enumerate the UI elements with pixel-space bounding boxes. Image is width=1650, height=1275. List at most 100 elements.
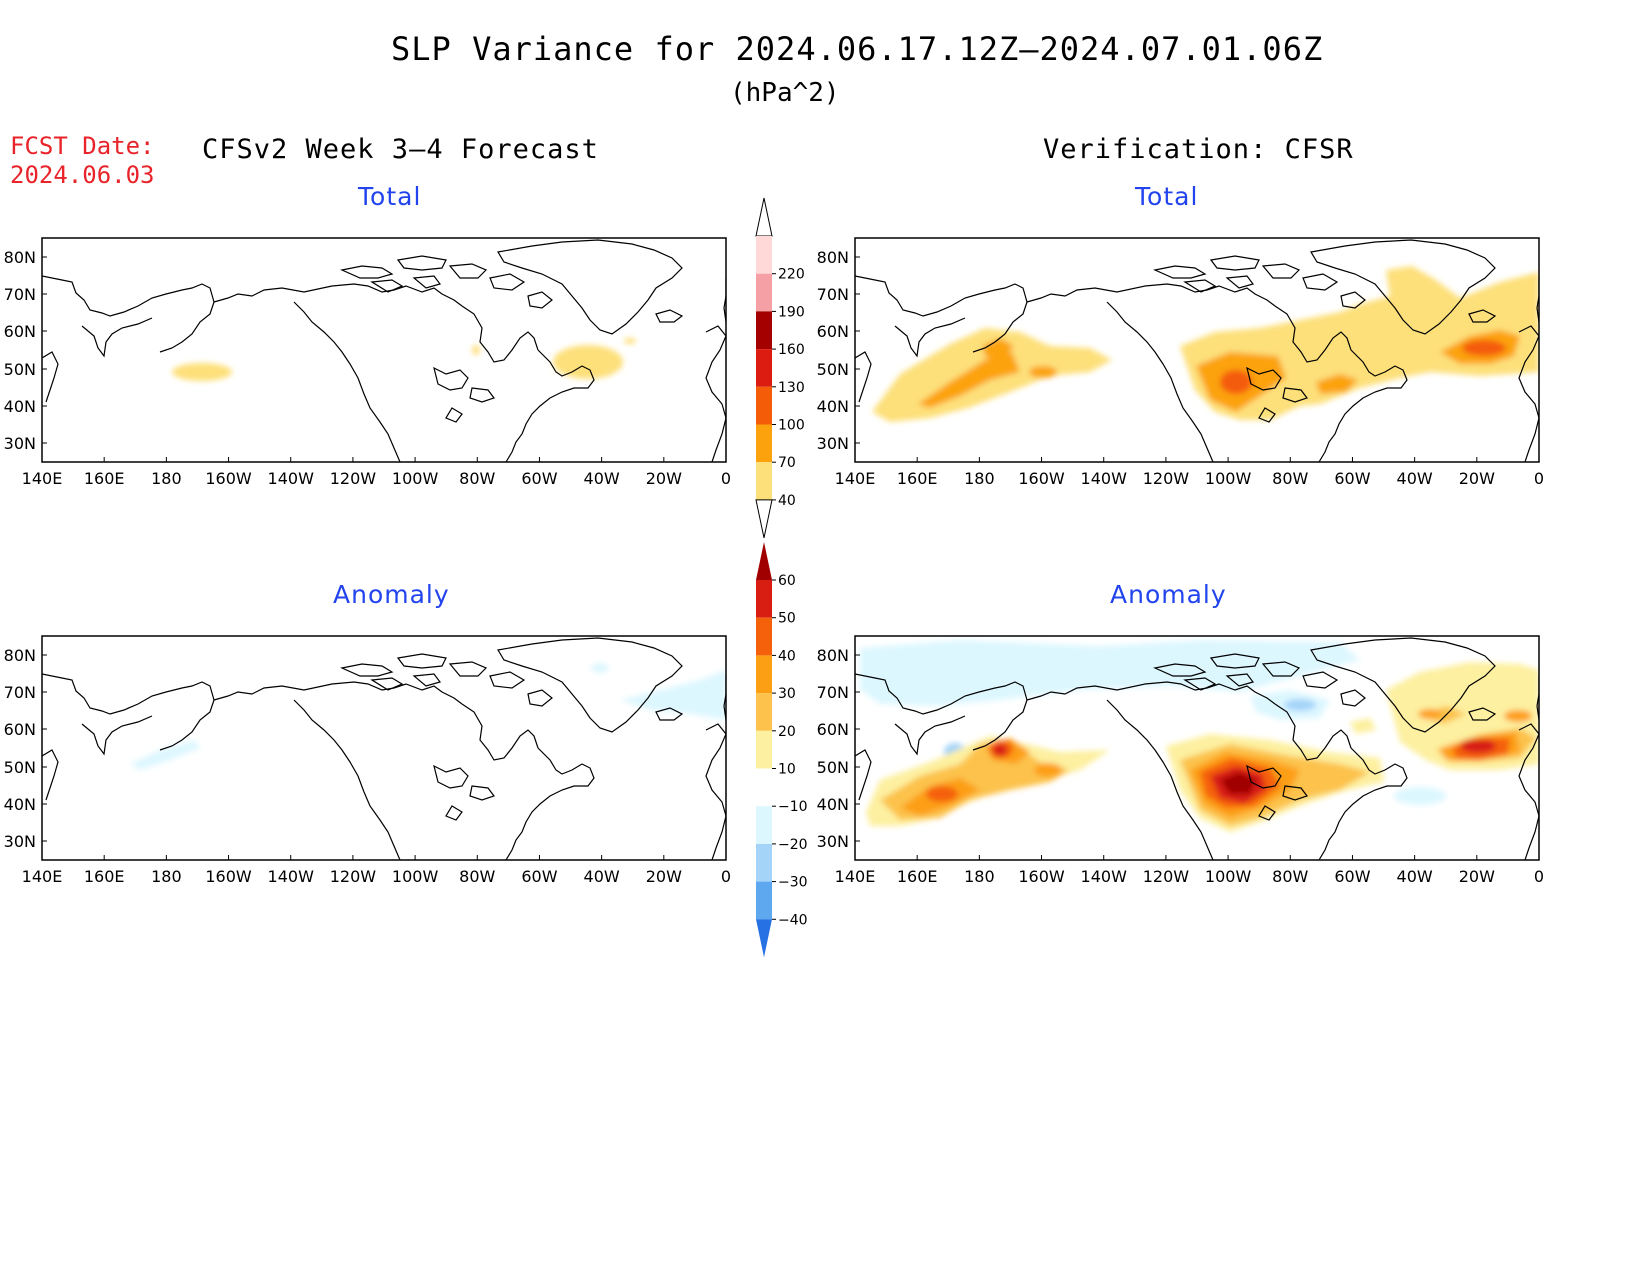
lat-tick-label: 50N [4, 360, 36, 379]
colorbar-swatch [756, 236, 772, 274]
axis-ticks: 80N 70N 60N 50N 40N 30N 140E 160E 180 160W 140W 120… [4, 248, 1544, 886]
colorbar-level-label: 30 [778, 686, 796, 702]
lon-tick-label: 40W [584, 469, 620, 488]
lat-tick-label: 40N [817, 397, 849, 416]
lat-tick-label: 50N [4, 758, 36, 777]
lon-tick-label: 60W [521, 469, 557, 488]
forecast-anomaly-map [42, 637, 726, 860]
lon-tick-label: 80W [459, 469, 495, 488]
colorbar-level-label: 40 [778, 648, 796, 664]
colorbar-level-label: 220 [778, 267, 805, 283]
lon-tick-label: 0 [721, 469, 731, 488]
colorbar-level-label: −20 [778, 837, 808, 853]
lon-tick-label: 100W [392, 867, 439, 886]
lon-tick-label: 160W [205, 867, 252, 886]
lon-tick-label: 60W [1334, 867, 1370, 886]
lat-tick-label: 70N [4, 683, 36, 702]
lat-tick-label: 40N [817, 795, 849, 814]
coastline [42, 239, 726, 462]
lon-tick-label: 100W [1205, 469, 1252, 488]
lon-tick-label: 180 [151, 867, 182, 886]
lon-tick-label: 80W [459, 867, 495, 886]
lon-tick-label: 40W [584, 867, 620, 886]
lon-tick-label: 40W [1397, 867, 1433, 886]
lat-tick-label: 80N [817, 248, 849, 267]
lon-tick-label: 160W [205, 469, 252, 488]
units-label: (hPa^2) [730, 78, 840, 108]
colorbar-swatch [756, 881, 772, 920]
fcst-date-label: FCST Date: [10, 132, 155, 160]
forecast-total-shading [172, 338, 636, 381]
colorbar-level-label: 100 [778, 418, 805, 434]
lat-tick-label: 40N [4, 397, 36, 416]
colorbar-level-label: 160 [778, 342, 805, 358]
lon-tick-label: 20W [646, 867, 682, 886]
colorbar-level-label: 50 [778, 611, 796, 627]
lon-tick-label: 20W [1459, 469, 1495, 488]
lon-tick-label: 60W [1334, 469, 1370, 488]
lon-tick-label: 120W [1143, 867, 1190, 886]
panel-label-verification-total: Total [1135, 182, 1199, 211]
lat-tick-label: 60N [4, 720, 36, 739]
colorbar-swatch [756, 349, 772, 387]
lon-tick-label: 180 [964, 469, 995, 488]
lat-tick-label: 40N [4, 795, 36, 814]
lon-tick-label: 0 [1534, 867, 1544, 886]
colorbar-swatch [756, 730, 772, 769]
lon-tick-label: 140E [22, 469, 63, 488]
colorbar-level-label: 190 [778, 304, 805, 320]
panel-label-forecast-total: Total [358, 182, 422, 211]
lon-tick-label: 20W [1459, 867, 1495, 886]
verification-anomaly-map [855, 637, 1539, 860]
colorbar-level-label: −10 [778, 799, 808, 815]
lat-tick-label: 30N [817, 434, 849, 453]
colorbar-top-arrow [756, 542, 772, 580]
colorbar-level-label: 10 [778, 762, 796, 778]
lon-tick-label: 100W [1205, 867, 1252, 886]
forecast-heading: CFSv2 Week 3–4 Forecast [202, 134, 599, 165]
lat-tick-label: 60N [817, 322, 849, 341]
colorbar-level-label: 70 [778, 455, 796, 471]
lat-tick-label: 30N [4, 832, 36, 851]
colorbar-total: 220 190 160 130 100 70 40 [755, 197, 805, 539]
panel-label-forecast-anomaly: Anomaly [333, 580, 450, 609]
lon-tick-label: 160E [84, 867, 125, 886]
colorbar-swatch [756, 843, 772, 882]
forecast-anomaly-shading [130, 663, 726, 770]
verification-anomaly-frame [854, 635, 1540, 861]
main-title: SLP Variance for 2024.06.17.12Z—2024.07.… [391, 30, 1324, 68]
lat-tick-label: 60N [4, 322, 36, 341]
colorbar-swatch [756, 693, 772, 731]
lon-tick-label: 140W [1081, 867, 1128, 886]
lon-tick-label: 160W [1018, 867, 1065, 886]
coastline [42, 637, 726, 860]
lon-tick-label: 0 [721, 867, 731, 886]
colorbar-swatch [756, 806, 772, 844]
lat-tick-label: 70N [817, 683, 849, 702]
verification-total-shading [872, 266, 1539, 422]
lon-tick-label: 160E [897, 867, 938, 886]
colorbar-level-label: −30 [778, 875, 808, 891]
forecast-total-frame [41, 237, 727, 463]
panel-label-verification-anomaly: Anomaly [1110, 580, 1227, 609]
verification-total-map [855, 239, 1539, 462]
lon-tick-label: 20W [646, 469, 682, 488]
colorbar-level-label: 40 [778, 493, 796, 509]
lon-tick-label: 140E [835, 469, 876, 488]
lon-tick-label: 0 [1534, 469, 1544, 488]
colorbar-level-label: 60 [778, 573, 796, 589]
lon-tick-label: 120W [1143, 469, 1190, 488]
lon-tick-label: 160W [1018, 469, 1065, 488]
colorbar-swatch [756, 386, 772, 425]
lat-tick-label: 80N [4, 248, 36, 267]
lon-tick-label: 140W [268, 469, 315, 488]
colorbar-swatch [756, 424, 772, 463]
lat-tick-label: 30N [4, 434, 36, 453]
colorbar-swatch [756, 655, 772, 694]
lon-tick-label: 80W [1272, 469, 1308, 488]
verification-heading: Verification: CFSR [1043, 134, 1354, 165]
colorbar-swatch [756, 273, 772, 312]
colorbar-swatch [756, 768, 772, 807]
lon-tick-label: 120W [330, 469, 377, 488]
colorbar-anomaly: 60 50 40 30 20 10 −10 −20 −30 −40 [756, 542, 808, 958]
